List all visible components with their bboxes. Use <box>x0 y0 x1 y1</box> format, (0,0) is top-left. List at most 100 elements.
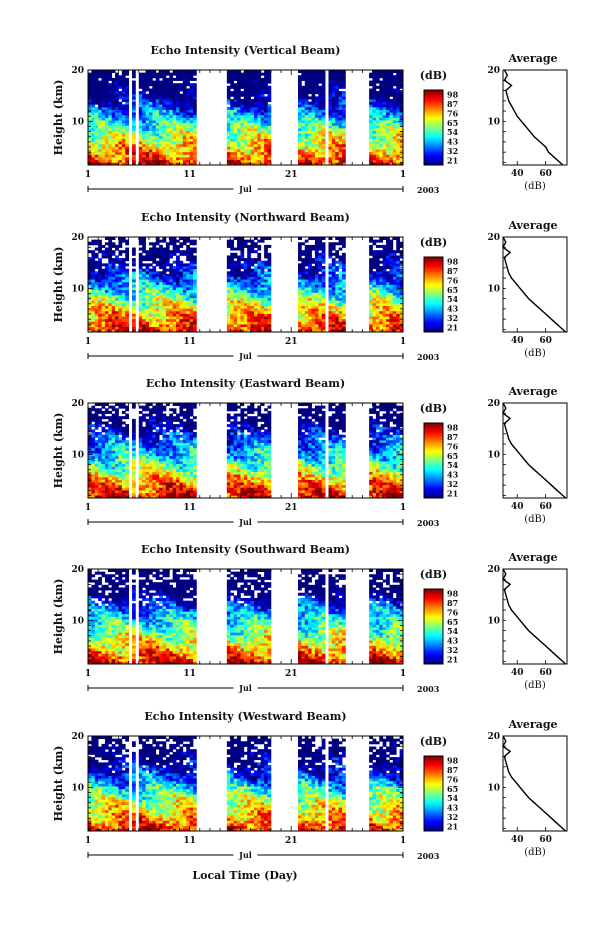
heatmap-cell <box>311 289 316 293</box>
heatmap <box>88 70 403 165</box>
heatmap-cell <box>226 85 231 89</box>
heatmap-cell <box>115 271 119 275</box>
heatmap-cell <box>148 329 153 332</box>
heatmap-cell <box>179 281 184 285</box>
heatmap-cell <box>176 143 180 147</box>
heatmap-cell <box>121 305 126 309</box>
heatmap-cell <box>240 104 245 108</box>
heatmap-cell <box>169 117 174 121</box>
heatmap-cell <box>145 266 150 270</box>
heatmap-cell <box>176 106 180 110</box>
heatmap-cell <box>233 106 238 110</box>
heatmap-cell <box>179 125 184 129</box>
heatmap-cell <box>396 96 400 100</box>
heatmap-cell <box>318 143 323 147</box>
heatmap-cell <box>375 250 380 254</box>
heatmap-cell <box>94 70 99 73</box>
heatmap-cell <box>98 117 102 121</box>
heatmap-cell <box>186 91 190 95</box>
heatmap-cell <box>243 329 248 332</box>
heatmap-cell <box>375 258 380 262</box>
heatmap-cell <box>189 276 194 280</box>
heatmap-cell <box>369 88 373 92</box>
heatmap-cell <box>257 159 262 163</box>
heatmap-cell <box>298 149 302 153</box>
heatmap-cell <box>247 300 251 304</box>
heatmap-cell <box>308 308 312 312</box>
heatmap-cell <box>186 96 190 100</box>
heatmap-cell <box>389 104 394 108</box>
heatmap-cell <box>335 266 339 270</box>
heatmap-cell <box>372 308 377 312</box>
heatmap-cell <box>98 484 102 488</box>
heatmap-cell <box>257 273 262 277</box>
heatmap-cell <box>389 329 394 332</box>
heatmap-cell <box>264 120 268 124</box>
heatmap-cell <box>91 96 96 100</box>
heatmap-cell <box>189 287 194 291</box>
heatmap-cell <box>311 247 316 251</box>
heatmap-cell <box>233 260 238 264</box>
heatmap-cell <box>392 295 397 299</box>
avg-title: Average <box>507 52 557 65</box>
heatmap-cell <box>111 141 116 145</box>
heatmap-cell <box>298 130 302 134</box>
heatmap-cell <box>386 141 390 145</box>
heatmap-cell <box>243 279 248 283</box>
heatmap-cell <box>375 326 380 330</box>
heatmap-cell <box>145 128 150 132</box>
heatmap-cell <box>338 149 343 153</box>
heatmap-cell <box>88 418 92 422</box>
heatmap-cell <box>372 141 377 145</box>
heatmap-cell <box>375 239 380 243</box>
heatmap-cell <box>101 297 106 301</box>
heatmap-cell <box>375 273 380 277</box>
heatmap-cell <box>101 329 106 332</box>
heatmap-cell <box>162 289 167 293</box>
heatmap-cell <box>94 162 99 165</box>
heatmap-cell <box>186 247 190 251</box>
heatmap-cell <box>247 276 251 280</box>
heatmap-cell <box>243 141 248 145</box>
heatmap-cell <box>304 149 309 153</box>
heatmap-cell <box>372 276 377 280</box>
heatmap-cell <box>138 258 143 262</box>
heatmap-cell <box>372 70 377 73</box>
heatmap-cell <box>91 424 96 428</box>
heatmap-cell <box>145 83 150 87</box>
heatmap-cell <box>159 130 163 134</box>
heatmap-cell <box>186 316 190 320</box>
heatmap-cell <box>264 117 268 121</box>
heatmap-cell <box>298 154 302 158</box>
heatmap-cell <box>308 96 312 100</box>
heatmap-cell <box>396 310 400 314</box>
heatmap-cell <box>375 99 380 103</box>
heatmap-cell <box>189 146 194 150</box>
heatmap-cell <box>396 104 400 108</box>
heatmap-cell <box>108 120 113 124</box>
heatmap-cell <box>189 268 194 272</box>
heatmap-cell <box>389 242 394 246</box>
heatmap-cell <box>308 273 312 277</box>
heatmap-cell <box>375 276 380 280</box>
heatmap-cell <box>155 117 160 121</box>
heatmap-cell <box>233 75 238 79</box>
heatmap-cell <box>233 295 238 299</box>
heatmap-cell <box>237 138 241 142</box>
heatmap-cell <box>233 316 238 320</box>
heatmap-cell <box>176 135 180 139</box>
heatmap-cell <box>247 122 251 126</box>
heatmap-cell <box>230 289 234 293</box>
heatmap-cell <box>230 91 234 95</box>
heatmap-cell <box>162 266 167 270</box>
colorbar-segment <box>424 159 443 162</box>
colorbar-segment <box>424 120 443 123</box>
heatmap-cell <box>162 120 167 124</box>
heatmap-cell <box>233 83 238 87</box>
heatmap-cell <box>230 112 234 116</box>
heatmap-cell <box>240 146 245 150</box>
heatmap-cell <box>369 273 373 277</box>
heatmap-cell <box>108 70 113 73</box>
heatmap-cell <box>247 321 251 325</box>
heatmap-cell <box>226 310 231 314</box>
